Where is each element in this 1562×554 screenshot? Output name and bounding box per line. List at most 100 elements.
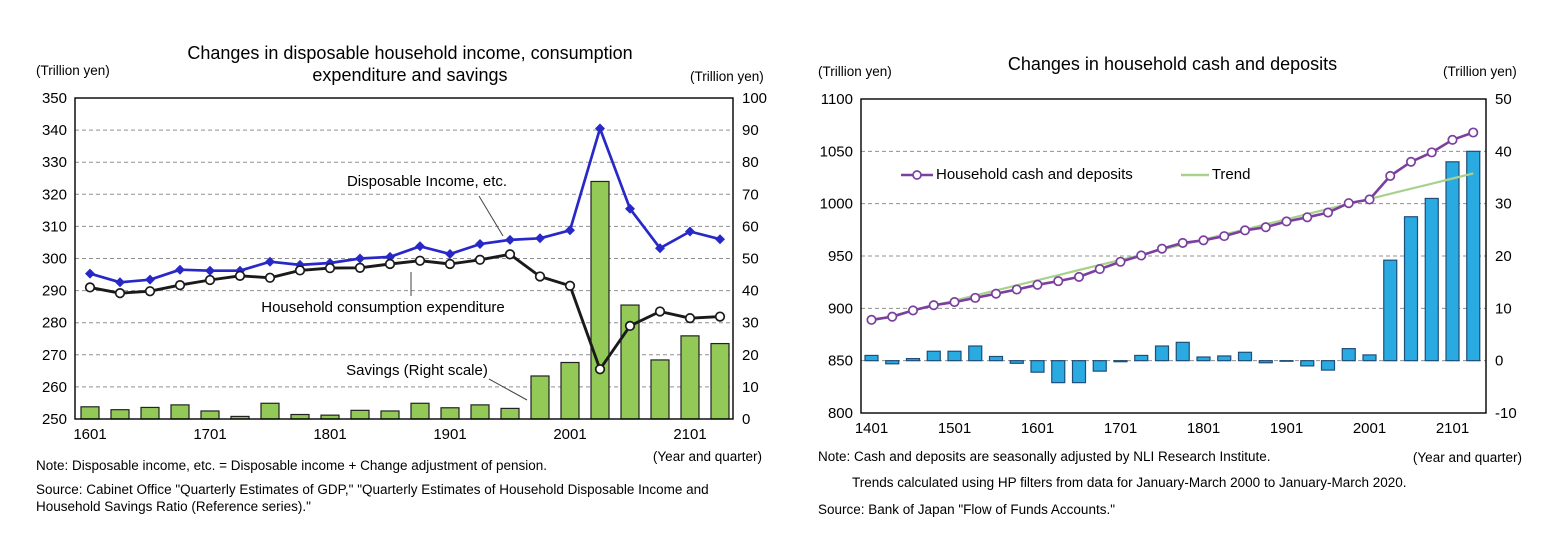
left-axis-tick-label: 1100 xyxy=(821,91,853,108)
bar xyxy=(680,335,700,420)
diamond-marker xyxy=(625,203,635,214)
x-axis-tick-label: 1401 xyxy=(855,420,888,437)
diamond-marker xyxy=(595,123,605,134)
circle-marker xyxy=(1115,256,1126,267)
line-series xyxy=(871,172,1474,322)
circle-marker xyxy=(1219,231,1230,242)
left-axis-tick-label: 300 xyxy=(42,251,67,268)
series-line xyxy=(871,131,1474,322)
bar xyxy=(470,404,490,420)
bar xyxy=(710,342,730,420)
circle-marker xyxy=(1011,284,1022,295)
right-axis-tick-label: 50 xyxy=(742,251,759,268)
diamond-marker xyxy=(115,277,125,288)
x-axis-tick-label: 1601 xyxy=(73,426,106,443)
income-right-axis-unit: (Trillion yen) xyxy=(690,69,764,84)
series-line xyxy=(89,252,721,371)
income-chart-plot: 3503403303203103002902802702602501009080… xyxy=(42,90,767,443)
bar xyxy=(560,361,580,420)
bar xyxy=(1092,360,1107,372)
cash-deposits-chart-plot: 1100 1050 1000 950 900 850 800 50 40 30 20 10 0 -10 14… xyxy=(820,91,1517,437)
bar xyxy=(1466,150,1481,362)
income-chart-title: Changes in disposable household income, … xyxy=(187,43,633,85)
right-axis-tick-label: 70 xyxy=(742,186,759,203)
circle-marker xyxy=(324,262,336,274)
diamond-marker xyxy=(565,225,575,236)
diamond-marker xyxy=(475,239,485,250)
bar xyxy=(1030,360,1045,373)
x-axis-tick-label: 1701 xyxy=(193,426,226,443)
diamond-marker xyxy=(385,251,395,262)
x-axis-tick-label: 1701 xyxy=(1104,420,1137,437)
circle-marker xyxy=(1260,222,1271,233)
series-line xyxy=(89,127,721,284)
gridlines xyxy=(861,150,1486,362)
bar xyxy=(380,410,400,420)
diamond-marker xyxy=(715,234,725,245)
series-annotation-label: Savings (Right scale) xyxy=(346,362,488,379)
circle-marker xyxy=(684,313,696,324)
cash-x-axis-caption: (Year and quarter) xyxy=(1412,450,1522,465)
circle-marker xyxy=(714,311,726,322)
circle-marker xyxy=(1426,147,1437,158)
bar xyxy=(110,409,130,420)
diamond-marker xyxy=(355,253,365,264)
left-axis-tick-label: 800 xyxy=(828,405,853,422)
circle-marker xyxy=(1156,243,1168,254)
right-axis-tick-label: 100 xyxy=(742,90,767,107)
diamond-marker xyxy=(265,256,275,267)
circle-marker xyxy=(1468,127,1479,138)
line-series xyxy=(85,123,725,288)
cash-left-axis-unit: (Trillion yen) xyxy=(818,64,892,79)
right-axis-tick-label: 0 xyxy=(1495,353,1503,370)
bar xyxy=(500,407,520,420)
circle-marker xyxy=(114,288,126,299)
circle-marker xyxy=(444,258,456,270)
line-series xyxy=(84,249,726,375)
right-axis-tick-label: 40 xyxy=(1495,143,1512,160)
bar xyxy=(1175,341,1190,362)
circle-marker xyxy=(264,272,276,283)
left-axis-tick-label: 280 xyxy=(42,315,67,332)
line-series xyxy=(866,127,1479,325)
cash-deposits-legend-swatch-icon xyxy=(901,169,933,180)
x-axis-tick-label: 2001 xyxy=(1353,420,1386,437)
circle-marker xyxy=(1239,225,1251,236)
circle-marker xyxy=(474,254,486,265)
axis-tick-labels: 1100 1050 1000 950 900 850 800 50 40 30 20 10 0 -10 14… xyxy=(820,91,1517,437)
series-annotation-label: Disposable Income, etc. xyxy=(347,173,507,190)
circle-marker xyxy=(907,305,919,316)
bar xyxy=(1009,360,1024,364)
circle-marker xyxy=(1032,279,1043,290)
bar xyxy=(1341,348,1356,362)
bar xyxy=(1237,351,1253,362)
circle-marker xyxy=(990,288,1002,299)
cash-right-axis-unit: (Trillion yen) xyxy=(1443,64,1517,79)
right-axis-tick-label: 30 xyxy=(1495,196,1512,213)
circle-marker xyxy=(1343,198,1354,209)
left-axis-tick-label: 340 xyxy=(42,122,67,139)
annotation-leader-line xyxy=(488,378,528,401)
series-annotation-label: Household consumption expenditure xyxy=(261,299,505,316)
income-chart-source: Source: Cabinet Office "Quarterly Estima… xyxy=(36,482,709,514)
bar xyxy=(968,345,983,362)
series-line xyxy=(871,172,1474,322)
right-axis-tick-label: 80 xyxy=(742,154,759,171)
x-axis-tick-label: 1901 xyxy=(433,426,466,443)
circle-marker xyxy=(928,300,939,311)
right-axis-tick-label: 20 xyxy=(742,347,759,364)
cash-deposits-chart-title: Changes in household cash and deposits xyxy=(1007,54,1338,74)
circle-marker xyxy=(294,265,306,276)
bar xyxy=(926,350,941,362)
circle-marker xyxy=(1094,264,1105,275)
circle-marker xyxy=(1405,156,1417,167)
bar xyxy=(1424,197,1439,362)
bar-series xyxy=(864,150,1481,384)
bar xyxy=(140,406,160,420)
trend-legend-swatch-icon xyxy=(1180,173,1209,176)
bar xyxy=(1279,360,1294,362)
diamond-marker xyxy=(655,243,665,254)
diamond-marker xyxy=(685,226,695,237)
circle-marker xyxy=(1136,250,1147,261)
